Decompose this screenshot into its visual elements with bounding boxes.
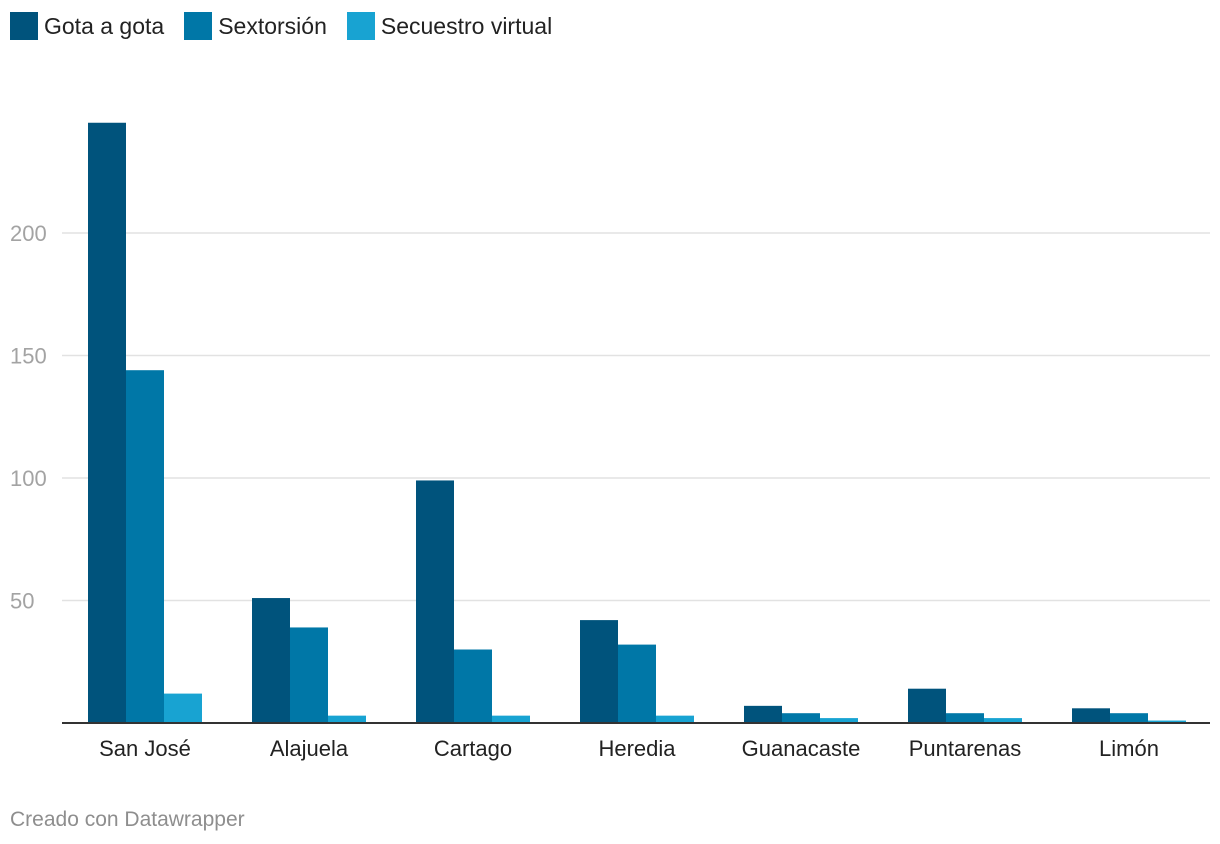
bar: [656, 715, 694, 723]
chart-credit: Creado con Datawrapper: [10, 808, 245, 831]
bar: [88, 122, 126, 723]
bar: [290, 627, 328, 723]
bar: [126, 370, 164, 723]
bar: [580, 620, 618, 723]
legend-label: Sextorsión: [218, 12, 327, 39]
bar: [618, 644, 656, 723]
bar: [1072, 708, 1110, 723]
x-tick-label: Heredia: [598, 736, 676, 761]
bar: [820, 718, 858, 723]
legend-swatch: [346, 12, 375, 40]
bar: [984, 718, 1022, 723]
y-tick-label: 150: [10, 344, 47, 369]
bar: [908, 688, 946, 723]
legend-swatch: [184, 12, 213, 40]
legend-label: Gota a gota: [44, 12, 165, 39]
legend-item-gota-a-gota: Gota a gota: [10, 12, 164, 40]
bar: [744, 705, 782, 723]
x-tick-label: Cartago: [434, 736, 512, 761]
y-tick-label: 100: [10, 466, 47, 491]
legend-item-sextorsion: Sextorsión: [184, 12, 327, 40]
x-tick-label: Puntarenas: [909, 736, 1022, 761]
legend-label: Secuestro virtual: [380, 12, 553, 39]
bar: [416, 480, 454, 723]
bar: [782, 713, 820, 723]
x-tick-label: San José: [99, 736, 191, 761]
y-tick-label: 200: [10, 221, 47, 246]
x-tick-label: Alajuela: [270, 736, 349, 761]
bar: [164, 693, 202, 723]
chart-legend: Gota a gota Sextorsión Secuestro virtual: [10, 12, 572, 40]
bar: [252, 598, 290, 723]
bar: [946, 713, 984, 723]
bar: [1148, 720, 1186, 723]
bar: [454, 649, 492, 723]
x-tick-label: Limón: [1099, 736, 1159, 761]
x-tick-label: Guanacaste: [742, 736, 861, 761]
bar: [492, 715, 530, 723]
y-tick-label: 50: [10, 589, 34, 614]
bar: [1110, 713, 1148, 723]
legend-swatch: [10, 12, 38, 40]
legend-item-secuestro-virtual: Secuestro virtual: [346, 12, 553, 40]
bar: [328, 715, 366, 723]
